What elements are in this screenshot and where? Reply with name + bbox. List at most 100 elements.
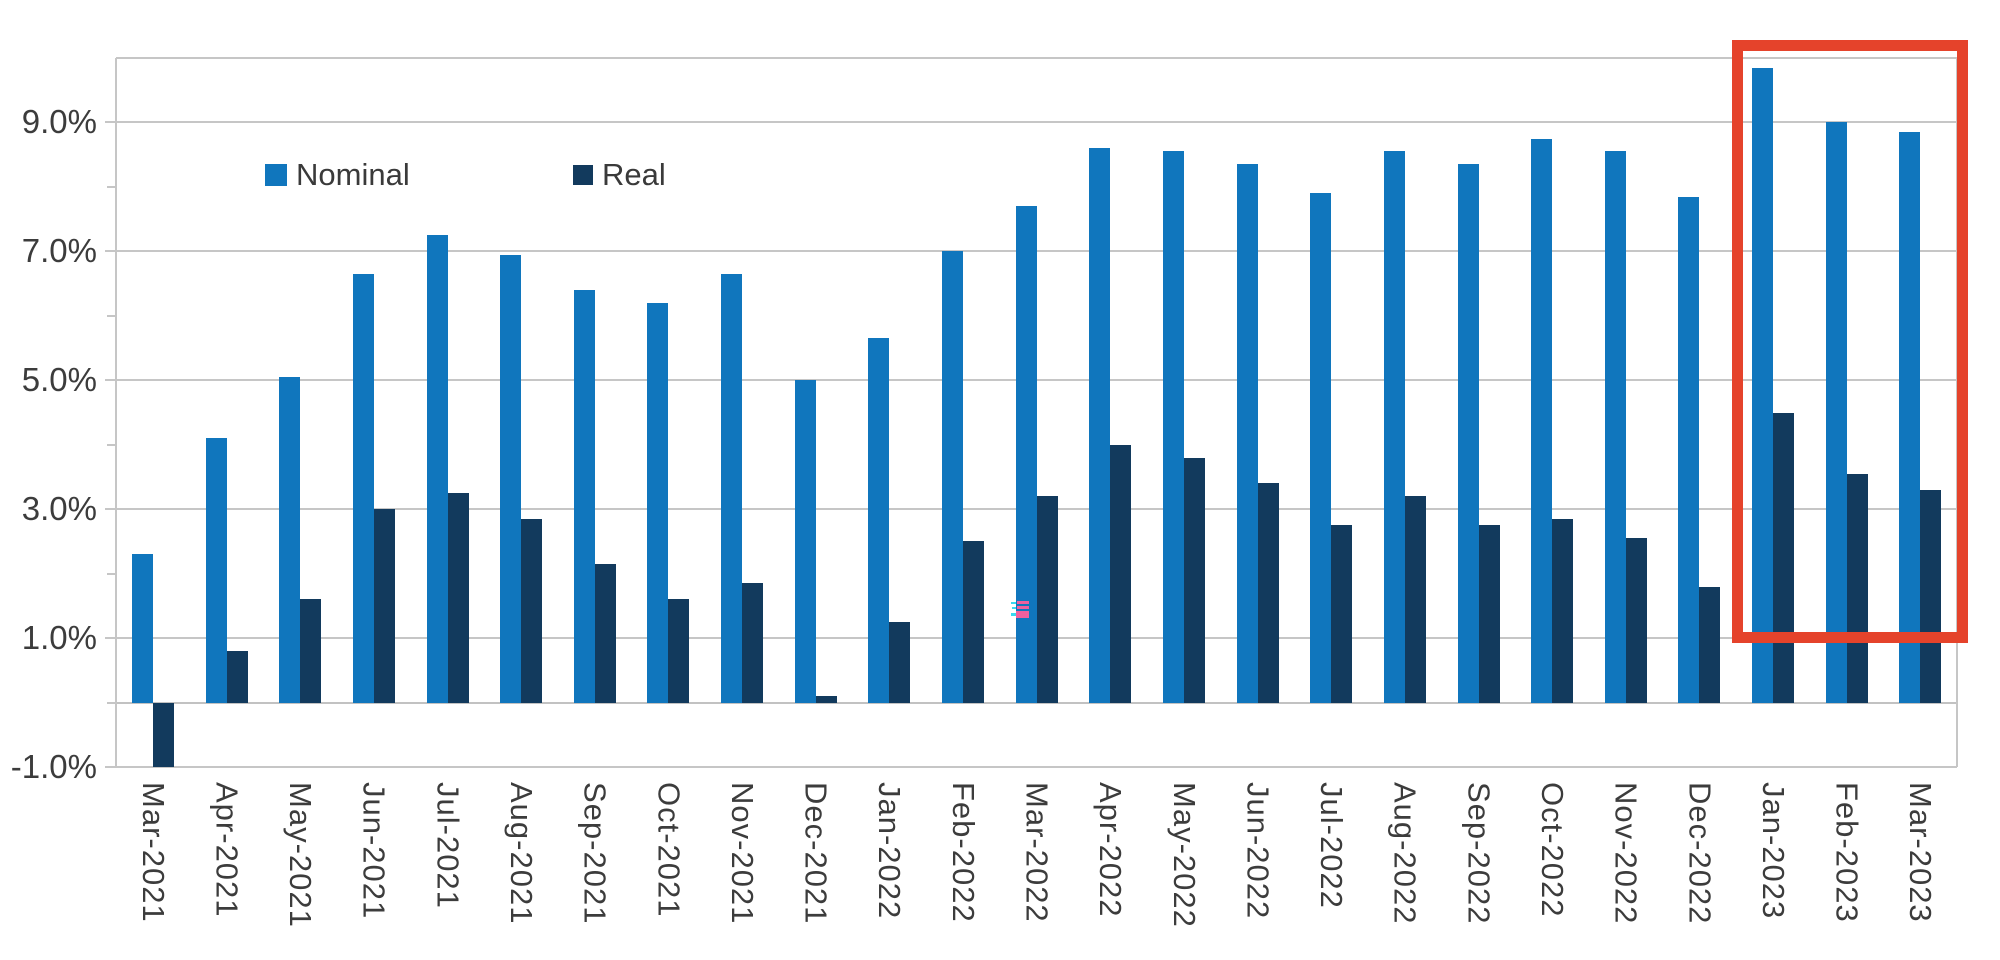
glitch-pink-line: [1017, 601, 1029, 604]
bar-nominal-Sep-2022: [1457, 164, 1479, 703]
x-axis-label-Sep-2021: Sep-2021: [577, 782, 613, 925]
x-axis-label-Nov-2022: Nov-2022: [1608, 782, 1644, 925]
x-axis-label-Jun-2021: Jun-2021: [356, 782, 392, 920]
glitch-pink-block: [1016, 611, 1029, 618]
bar-nominal-Jan-2022: [868, 338, 890, 703]
bar-nominal-Jan-2023: [1752, 67, 1774, 703]
x-axis-label-Feb-2023: Feb-2023: [1829, 782, 1865, 923]
bar-nominal-Mar-2022: [1015, 206, 1037, 703]
x-axis-label-Apr-2022: Apr-2022: [1093, 782, 1129, 918]
legend-item-nominal: Nominal: [265, 157, 410, 192]
bar-real-Oct-2022: [1552, 518, 1574, 703]
bar-nominal-Jun-2021: [352, 273, 374, 703]
y-minor-tick: [107, 185, 116, 188]
bar-real-Dec-2022: [1699, 586, 1721, 703]
glitch-cyan-dash: [1011, 602, 1016, 604]
bar-real-Jun-2022: [1257, 483, 1279, 703]
x-axis-label-Sep-2022: Sep-2022: [1461, 782, 1497, 925]
x-axis-label-Jan-2022: Jan-2022: [872, 782, 908, 920]
bar-nominal-Feb-2023: [1825, 122, 1847, 703]
x-axis-label-Aug-2021: Aug-2021: [504, 782, 540, 925]
x-axis-label-Apr-2021: Apr-2021: [209, 782, 245, 918]
plot-border-top: [116, 57, 1957, 59]
bar-nominal-Aug-2022: [1383, 151, 1405, 703]
x-axis-label-Jun-2022: Jun-2022: [1240, 782, 1276, 920]
bar-real-Mar-2021: [153, 702, 174, 767]
bar-real-May-2022: [1183, 457, 1205, 703]
bar-nominal-May-2021: [279, 377, 301, 703]
x-axis-label-Jul-2022: Jul-2022: [1314, 782, 1350, 909]
bar-nominal-Mar-2023: [1899, 132, 1921, 703]
bar-nominal-Oct-2021: [647, 302, 669, 703]
bar-real-Sep-2022: [1478, 525, 1500, 703]
glitch-cyan-dash: [1011, 613, 1017, 616]
bar-real-Jan-2022: [889, 621, 911, 703]
x-axis-label-May-2021: May-2021: [283, 782, 319, 928]
y-minor-tick: [107, 314, 116, 317]
gridline-9: [105, 121, 1957, 124]
bar-real-Sep-2021: [594, 563, 616, 703]
bar-real-Feb-2023: [1846, 473, 1868, 703]
bar-real-Dec-2021: [815, 696, 837, 703]
bar-nominal-Mar-2021: [132, 554, 153, 703]
nominal-swatch-icon: [265, 164, 287, 186]
y-axis-label: 1.0%: [21, 619, 97, 657]
bar-real-Apr-2022: [1110, 444, 1132, 703]
bar-real-Feb-2022: [963, 541, 985, 703]
y-axis-label: 5.0%: [21, 361, 97, 399]
y-axis-label: 3.0%: [21, 490, 97, 528]
gridline--1: [105, 766, 1957, 768]
legend: Nominal Real: [0, 157, 2000, 194]
bar-real-Nov-2022: [1625, 538, 1647, 703]
x-axis-label-Nov-2021: Nov-2021: [724, 782, 760, 925]
bar-real-Aug-2022: [1404, 496, 1426, 703]
bar-real-Jul-2022: [1331, 525, 1353, 703]
bar-real-Aug-2021: [521, 518, 543, 703]
x-axis-label-May-2022: May-2022: [1166, 782, 1202, 928]
bar-nominal-May-2022: [1162, 151, 1184, 703]
bar-nominal-Nov-2021: [721, 273, 743, 703]
x-axis-label-Mar-2021: Mar-2021: [135, 782, 171, 923]
x-axis-label-Oct-2021: Oct-2021: [651, 782, 687, 918]
bar-real-Mar-2023: [1920, 489, 1942, 703]
x-axis-label-Mar-2023: Mar-2023: [1903, 782, 1939, 923]
glitch-cyan-dash: [1012, 607, 1016, 609]
bar-nominal-Jun-2022: [1236, 164, 1258, 703]
x-axis-label-Dec-2021: Dec-2021: [798, 782, 834, 925]
x-axis-label-Dec-2022: Dec-2022: [1682, 782, 1718, 925]
x-axis-baseline: [116, 701, 1957, 704]
y-minor-tick: [107, 443, 116, 446]
y-axis-label: -1.0%: [10, 748, 97, 785]
bar-nominal-Jul-2021: [426, 235, 448, 703]
bar-nominal-Apr-2021: [205, 438, 227, 703]
x-axis-label-Jul-2021: Jul-2021: [430, 782, 466, 909]
bar-nominal-Sep-2021: [573, 290, 595, 703]
legend-label-nominal: Nominal: [296, 157, 410, 192]
x-axis-label-Mar-2022: Mar-2022: [1019, 782, 1055, 923]
y-axis-label: 9.0%: [21, 103, 97, 141]
bar-real-Mar-2022: [1036, 496, 1058, 703]
bar-nominal-Oct-2022: [1531, 138, 1553, 703]
bar-nominal-Nov-2022: [1604, 151, 1626, 703]
y-minor-tick: [107, 572, 116, 575]
legend-item-real: Real: [573, 157, 666, 192]
bar-nominal-Dec-2022: [1678, 196, 1700, 703]
bar-nominal-Jul-2022: [1310, 193, 1332, 703]
bar-real-Jul-2021: [447, 493, 469, 703]
bar-nominal-Feb-2022: [942, 251, 964, 703]
bar-real-May-2021: [300, 599, 322, 703]
bar-real-Nov-2021: [742, 583, 764, 703]
x-axis-label-Aug-2022: Aug-2022: [1387, 782, 1423, 925]
highlight-rectangle: [1732, 40, 1968, 643]
x-axis-label-Oct-2022: Oct-2022: [1534, 782, 1570, 918]
bar-real-Jan-2023: [1773, 412, 1795, 703]
bar-real-Jun-2021: [373, 509, 395, 703]
x-axis-label-Feb-2022: Feb-2022: [945, 782, 981, 923]
bar-nominal-Dec-2021: [794, 380, 816, 703]
real-swatch-icon: [573, 165, 593, 185]
y-minor-tick: [107, 701, 116, 704]
bar-nominal-Apr-2022: [1089, 148, 1111, 703]
x-axis-label-Jan-2023: Jan-2023: [1755, 782, 1791, 920]
bar-real-Apr-2021: [226, 650, 248, 703]
